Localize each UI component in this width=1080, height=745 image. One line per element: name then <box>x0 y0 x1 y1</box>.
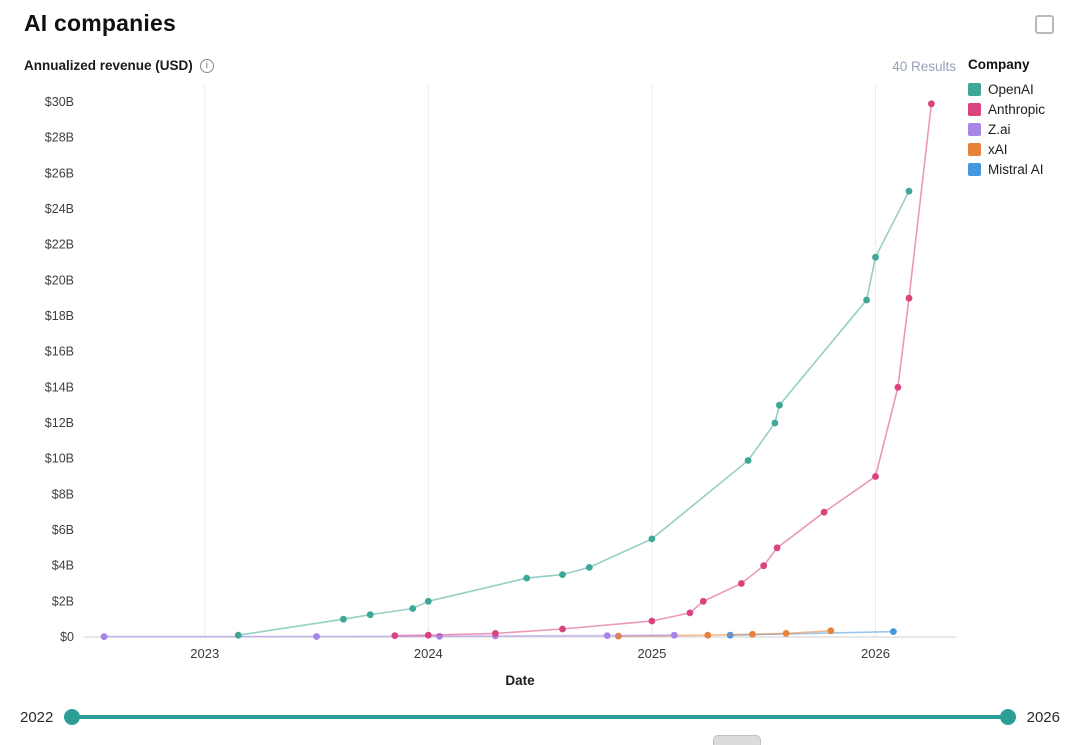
svg-text:$28B: $28B <box>45 131 74 145</box>
slider-max-label: 2026 <box>1026 708 1060 726</box>
legend-item-anthropic[interactable]: Anthropic <box>968 99 1078 119</box>
svg-text:$12B: $12B <box>45 416 74 430</box>
svg-text:$20B: $20B <box>45 273 74 287</box>
x-axis-label: Date <box>505 673 535 688</box>
legend-swatch <box>968 162 981 176</box>
legend-item-label: Mistral AI <box>988 161 1044 177</box>
svg-text:$4B: $4B <box>52 559 74 573</box>
legend-item-z-ai[interactable]: Z.ai <box>968 119 1078 139</box>
legend-title: Company <box>968 57 1030 72</box>
legend-item-mistral-ai[interactable]: Mistral AI <box>968 159 1078 179</box>
svg-text:$14B: $14B <box>45 380 74 394</box>
expand-icon[interactable] <box>1035 15 1054 34</box>
page-title: AI companies <box>24 10 176 36</box>
svg-text:2023: 2023 <box>190 646 219 658</box>
legend-item-xai[interactable]: xAI <box>968 139 1078 159</box>
svg-text:2024: 2024 <box>414 646 443 658</box>
svg-text:$22B: $22B <box>45 238 74 252</box>
date-range-slider-row: 2022 2026 <box>20 705 1060 729</box>
legend-swatch <box>968 82 981 96</box>
svg-text:$18B: $18B <box>45 309 74 323</box>
y-axis-metric-label: Annualized revenue (USD) <box>24 58 193 73</box>
slider-min-label: 2022 <box>20 708 54 726</box>
legend-item-label: Z.ai <box>988 121 1011 137</box>
legend-swatch <box>968 102 981 116</box>
svg-text:$16B: $16B <box>45 345 74 359</box>
legend-swatch <box>968 142 981 156</box>
revenue-line-chart[interactable]: 2023 2024 2025 2026 $0 $2B $4B $6B $8B $10B $12B $1… <box>20 80 965 661</box>
legend-swatch <box>968 122 981 136</box>
svg-text:2026: 2026 <box>861 646 890 658</box>
svg-text:$6B: $6B <box>52 523 74 537</box>
svg-text:$26B: $26B <box>45 166 74 180</box>
slider-handle-left[interactable] <box>64 709 81 725</box>
svg-text:$0: $0 <box>60 630 74 644</box>
svg-text:$24B: $24B <box>45 202 74 216</box>
legend-item-label: Anthropic <box>988 101 1046 117</box>
legend: Company OpenAI Anthropic Z.ai xAI Mistral AI <box>968 57 1078 179</box>
chart-canvas[interactable]: 2023 2024 2025 2026 $0 $2B $4B $6B $8B $10B $12B $1… <box>20 80 965 661</box>
legend-item-openai[interactable]: OpenAI <box>968 79 1078 99</box>
svg-text:2025: 2025 <box>637 646 666 658</box>
svg-text:$8B: $8B <box>52 487 74 501</box>
bottom-drawer-handle[interactable] <box>713 735 761 745</box>
metric-row: Annualized revenue (USD) <box>24 58 214 73</box>
results-count: 40 Results <box>892 59 956 74</box>
svg-text:$30B: $30B <box>45 95 74 109</box>
legend-item-label: xAI <box>988 141 1008 157</box>
date-range-slider[interactable] <box>64 709 1016 725</box>
svg-text:$2B: $2B <box>52 594 74 608</box>
legend-item-label: OpenAI <box>988 81 1034 97</box>
svg-text:$10B: $10B <box>45 452 74 466</box>
slider-handle-right[interactable] <box>999 709 1016 725</box>
legend-items: OpenAI Anthropic Z.ai xAI Mistral AI <box>968 79 1078 179</box>
info-icon[interactable] <box>199 58 214 73</box>
